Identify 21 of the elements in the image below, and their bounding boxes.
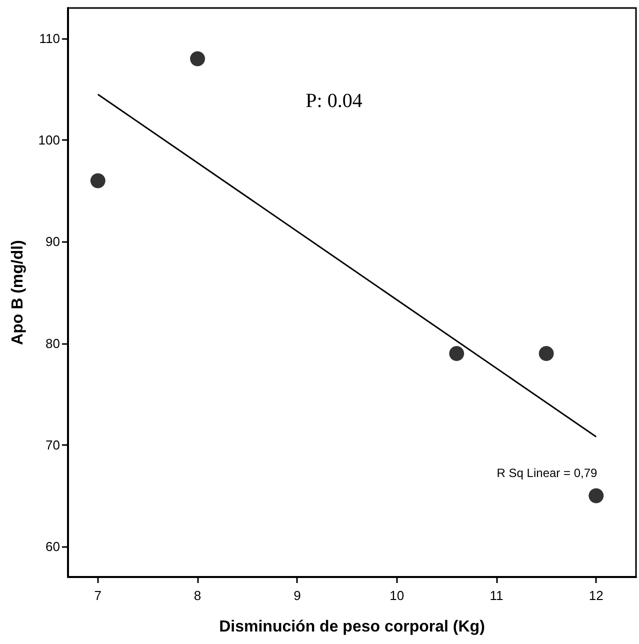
y-tick-label: 80 [46,336,60,351]
x-tick-label: 9 [294,588,301,603]
point [538,346,554,361]
y-tick-label: 110 [39,30,60,46]
point [588,488,604,504]
x-axis-title: Disminución de peso corporal (Kg) [219,618,485,636]
y-tick-label: 60 [46,539,60,554]
y-axis-title: Apo B (mg/dl) [10,240,26,345]
point [190,51,206,66]
point [90,173,106,188]
x-tick-label: 11 [490,588,504,603]
y-tick-label: 100 [38,132,60,148]
y-tick-label: 70 [46,437,60,452]
x-tick-label: 10 [390,588,404,603]
annotation: P: 0.04 [306,90,362,112]
x-tick-label: 7 [94,588,102,603]
y-tick-label: 90 [46,234,60,250]
x-tick-label: 8 [194,588,202,603]
annotation: R Sq Linear = 0,79 [496,466,598,480]
point [449,346,464,361]
x-tick-label: 12 [588,588,604,603]
